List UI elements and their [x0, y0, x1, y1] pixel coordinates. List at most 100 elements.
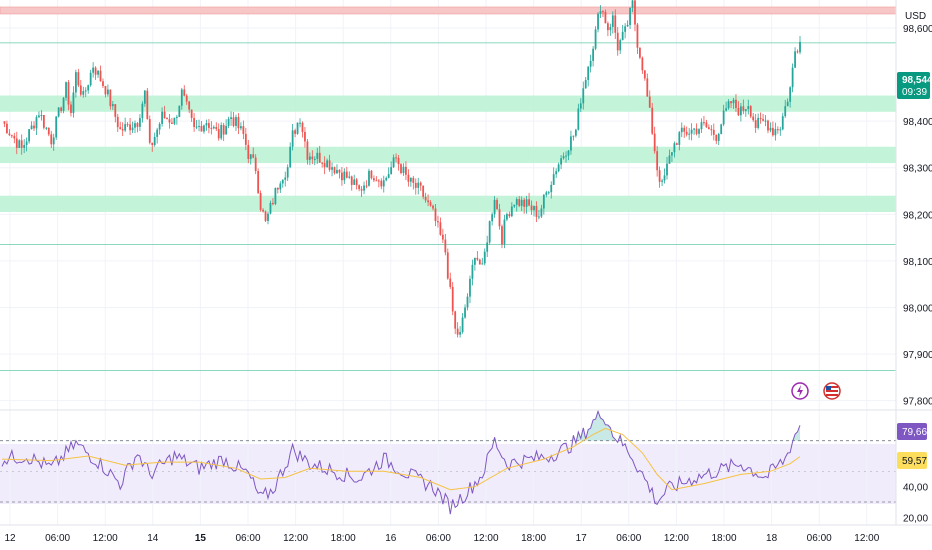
candle	[405, 161, 407, 181]
candle-body	[235, 117, 237, 126]
candle	[141, 101, 144, 123]
candle	[789, 86, 792, 108]
candle-body	[481, 263, 484, 265]
candle	[648, 90, 651, 108]
candle	[606, 21, 609, 37]
candle	[227, 116, 230, 129]
candle-body	[565, 155, 567, 157]
candle	[432, 204, 434, 211]
candle-body	[560, 158, 562, 165]
candle-body	[338, 169, 341, 173]
candle-body	[198, 125, 200, 127]
time-tick-label: 18:00	[331, 533, 356, 544]
candle-body	[606, 23, 609, 31]
candle-body	[104, 85, 107, 95]
time-tick-label: 18:00	[521, 533, 546, 544]
candle-body	[158, 123, 161, 130]
candle	[276, 187, 279, 194]
candle	[515, 197, 518, 212]
candle-body	[688, 133, 691, 135]
candle	[705, 119, 708, 128]
candle	[791, 63, 794, 93]
candle	[535, 201, 538, 222]
candle	[661, 178, 663, 186]
candle	[210, 121, 213, 135]
candle-body	[427, 200, 429, 203]
candle-body	[727, 101, 730, 109]
candle-body	[651, 107, 654, 134]
candle	[15, 131, 18, 155]
candle	[136, 121, 139, 133]
candle-body	[762, 119, 764, 121]
candle	[409, 177, 412, 187]
candle	[437, 215, 439, 228]
candle-body	[365, 185, 368, 187]
time-tick-label: 12:00	[473, 533, 498, 544]
candle	[570, 130, 572, 155]
candle-body	[562, 156, 565, 159]
candle	[161, 107, 163, 127]
candle	[503, 214, 506, 249]
candle-body	[542, 194, 545, 209]
lightning-icon[interactable]	[791, 382, 809, 400]
candle-body	[74, 72, 77, 93]
candle	[249, 154, 252, 165]
candle-body	[791, 67, 794, 88]
candle	[360, 186, 363, 197]
candle	[799, 36, 801, 55]
candle	[151, 142, 154, 152]
candle-body	[594, 29, 597, 49]
candle-body	[781, 116, 784, 130]
time-axis[interactable]: 12 06:00 12:00 14 15 06:00 12:00 18:00 16 06:00 12…	[4, 533, 879, 544]
candle-body	[552, 174, 555, 185]
candle	[732, 97, 735, 109]
candle	[230, 111, 232, 126]
candle-body	[286, 167, 289, 178]
candle-body	[264, 211, 267, 221]
price-tick-label: 98,000	[903, 304, 932, 315]
candle-body	[380, 180, 383, 187]
candle-body	[343, 171, 346, 181]
candle-body	[200, 125, 203, 132]
candle-body	[52, 137, 55, 145]
candle	[424, 192, 427, 203]
candle-body	[609, 27, 612, 31]
candle-body	[744, 109, 747, 111]
candle-body	[737, 107, 740, 116]
candle-body	[441, 234, 444, 240]
candle	[377, 178, 380, 188]
candle	[382, 175, 385, 193]
candle	[550, 181, 553, 199]
candle-body	[178, 105, 181, 117]
candle-body	[385, 177, 388, 181]
candle	[730, 101, 732, 108]
candle	[380, 178, 383, 190]
candle-body	[547, 192, 550, 194]
candle-body	[82, 91, 85, 95]
candle-body	[299, 122, 301, 124]
candle	[752, 112, 755, 122]
candle	[240, 122, 242, 131]
candle-body	[698, 129, 700, 134]
candle	[774, 122, 777, 141]
candle	[552, 167, 555, 185]
candle	[195, 119, 198, 130]
candle-body	[6, 123, 8, 134]
candle-body	[488, 221, 491, 243]
rsi-tick-label: 40,00	[903, 483, 928, 494]
candle-body	[456, 328, 459, 335]
candle	[72, 86, 75, 118]
candle	[488, 220, 491, 245]
us-flag-icon[interactable]	[823, 382, 841, 400]
candle-body	[717, 133, 720, 141]
price-axis[interactable]: 98,600 98,400 98,300 98,200 98,100 98,000 97,9…	[903, 24, 932, 524]
candle-body	[146, 90, 149, 120]
candle	[634, 0, 636, 32]
candle-body	[296, 122, 299, 134]
candle-body	[574, 129, 577, 136]
candle	[680, 122, 683, 138]
candle	[717, 132, 720, 146]
last-price-value: 98,544	[902, 75, 932, 86]
candle-body	[597, 13, 599, 30]
